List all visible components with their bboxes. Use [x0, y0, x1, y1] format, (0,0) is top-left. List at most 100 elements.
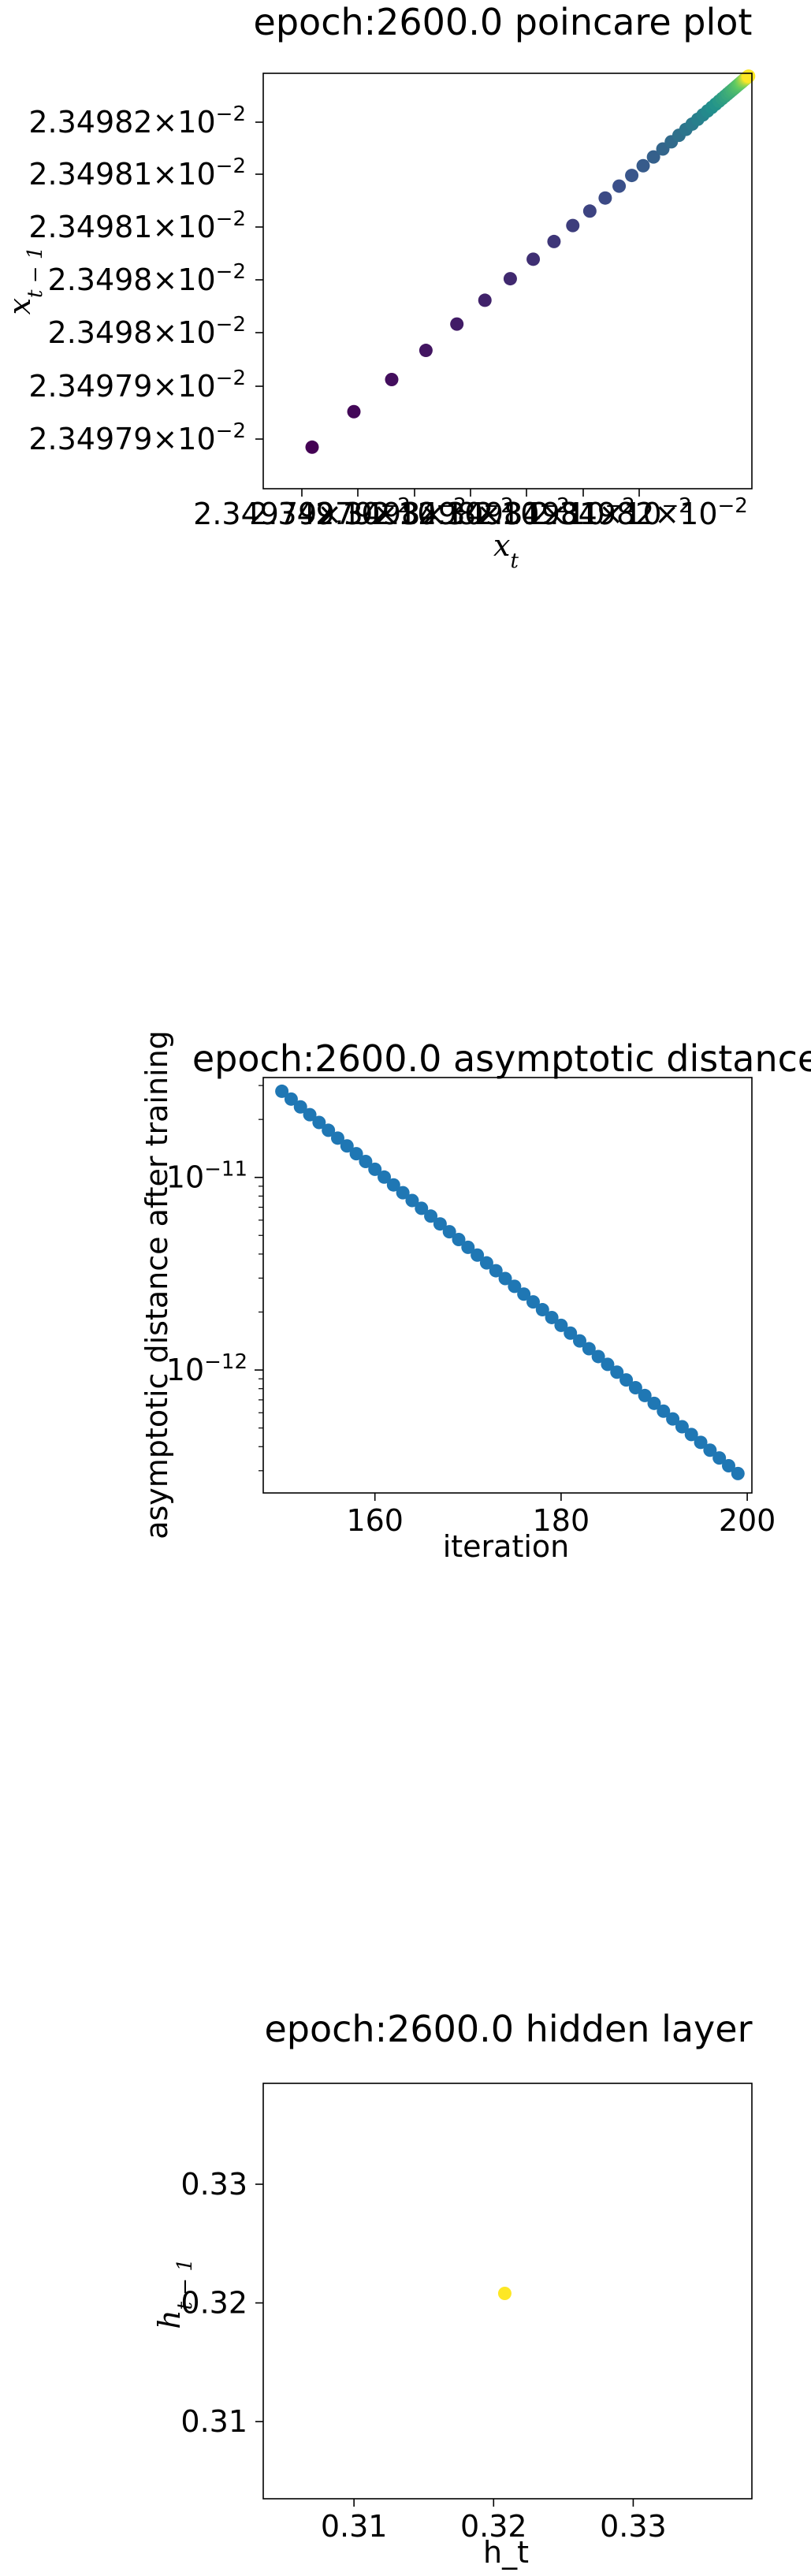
poincare-point	[503, 272, 517, 286]
poincare-point	[385, 372, 399, 386]
poincare-x-tick-label: 2.3498×10−2	[315, 494, 513, 531]
hidden-layer-x-label: h_t	[483, 2535, 529, 2570]
asymptotic-x-ticks: 160 180 200	[346, 1493, 776, 1538]
asymptotic-point	[628, 1381, 642, 1395]
poincare-x-tick-label: 2.34979×10−2	[193, 494, 411, 531]
asymptotic-point	[694, 1435, 708, 1450]
poincare-y-tick-label: 2.34982×10−2	[28, 102, 246, 140]
asymptotic-point	[340, 1139, 354, 1153]
poincare-point	[612, 179, 627, 193]
poincare-point	[526, 252, 541, 266]
asymptotic-point	[433, 1217, 447, 1231]
poincare-x-tick-label: 2.34981×10−2	[474, 494, 692, 531]
asymptotic-point	[647, 1396, 661, 1410]
asymptotic-point	[535, 1303, 549, 1317]
hidden-layer-y-ticks: 0.33 0.32 0.31	[180, 2167, 263, 2439]
asymptotic-point	[489, 1264, 503, 1278]
hidden-layer-x-tick-label: 0.33	[600, 2509, 667, 2544]
poincare-y-tick-label: 2.34981×10−2	[28, 154, 246, 192]
hidden-layer-y-tick-label: 0.33	[180, 2167, 247, 2202]
poincare-y-tick-label: 2.34981×10−2	[28, 207, 246, 244]
asymptotic-point	[378, 1170, 392, 1184]
asymptotic-points	[275, 1084, 745, 1480]
asymptotic-point	[386, 1178, 400, 1192]
poincare-point	[347, 404, 361, 419]
poincare-y-ticks: 2.34982×10−2 2.34981×10−2 2.34981×10−2 2.34…	[28, 102, 263, 456]
asymptotic-y-label: asymptotic distance after training	[140, 1030, 174, 1539]
asymptotic-point	[675, 1420, 689, 1434]
asymptotic-point	[284, 1092, 298, 1106]
hidden-layer-points	[497, 2287, 512, 2301]
poincare-chart: epoch:2600.0 poincare plot 2.34982×10−22…	[2, 1, 756, 573]
asymptotic-point	[517, 1287, 531, 1301]
asymptotic-point	[471, 1248, 485, 1262]
poincare-point	[636, 158, 650, 173]
asymptotic-point	[573, 1334, 587, 1348]
poincare-y-label: xt − 1	[2, 247, 47, 315]
asymptotic-point	[461, 1240, 475, 1254]
poincare-x-tick-label: 2.34981×10−2	[418, 494, 635, 531]
asymptotic-point	[731, 1466, 745, 1480]
asymptotic-y-tick-label: 10−11	[166, 1158, 247, 1195]
poincare-x-tick-label: 2.34979×10−2	[249, 494, 467, 531]
asymptotic-point	[405, 1193, 419, 1208]
hidden-layer-chart: epoch:2600.0 hidden layer 0.33 0.32 0.31 0…	[152, 2008, 753, 2570]
asymptotic-point	[303, 1107, 317, 1122]
asymptotic-point	[479, 1256, 493, 1270]
poincare-point	[566, 218, 580, 233]
asymptotic-point	[638, 1388, 652, 1402]
asymptotic-point	[582, 1342, 596, 1356]
asymptotic-point	[498, 1271, 512, 1286]
asymptotic-point	[508, 1279, 522, 1294]
asymptotic-point	[657, 1404, 671, 1418]
asymptotic-x-tick-label: 160	[346, 1503, 404, 1538]
asymptotic-title: epoch:2600.0 asymptotic distance	[192, 1037, 811, 1080]
asymptotic-point	[330, 1131, 344, 1145]
asymptotic-point	[721, 1459, 735, 1473]
asymptotic-point	[452, 1232, 466, 1246]
asymptotic-axes-frame	[262, 1077, 753, 1494]
hidden-layer-y-tick-label: 0.32	[180, 2286, 247, 2321]
hidden-layer-x-tick-label: 0.32	[460, 2509, 527, 2544]
asymptotic-x-tick-label: 200	[719, 1503, 776, 1538]
poincare-x-ticks: 2.34979×10−22.34979×10−22.3498×10−22.349…	[193, 489, 748, 531]
asymptotic-point	[312, 1115, 326, 1130]
asymptotic-point	[666, 1412, 680, 1426]
poincare-point	[419, 344, 433, 358]
poincare-y-tick-label: 2.34979×10−2	[28, 367, 246, 404]
poincare-point	[450, 317, 464, 331]
asymptotic-point	[610, 1365, 624, 1379]
hidden-layer-point	[497, 2287, 512, 2301]
poincare-y-tick-label: 2.3498×10−2	[48, 260, 246, 297]
poincare-point	[598, 191, 612, 205]
asymptotic-point	[322, 1123, 336, 1137]
poincare-y-tick-label: 2.3498×10−2	[48, 313, 246, 350]
asymptotic-point	[275, 1084, 289, 1098]
poincare-points	[305, 69, 756, 454]
hidden-layer-y-tick-label: 0.31	[180, 2404, 247, 2439]
poincare-x-tick-label: 2.3498×10−2	[371, 494, 569, 531]
asymptotic-point	[396, 1186, 410, 1200]
hidden-layer-title: epoch:2600.0 hidden layer	[265, 2008, 753, 2050]
asymptotic-point	[359, 1155, 373, 1169]
poincare-point	[305, 440, 319, 454]
asymptotic-point	[526, 1295, 540, 1309]
asymptotic-point	[703, 1443, 717, 1457]
poincare-title: epoch:2600.0 poincare plot	[254, 1, 753, 43]
poincare-x-label: xt	[493, 528, 519, 573]
hidden-layer-axes-frame	[262, 2083, 753, 2500]
asymptotic-point	[424, 1209, 438, 1223]
poincare-y-tick-label: 2.34979×10−2	[28, 419, 246, 456]
asymptotic-point	[368, 1162, 382, 1176]
asymptotic-point	[415, 1201, 429, 1215]
asymptotic-y-tick-label: 10−12	[166, 1350, 247, 1387]
poincare-point	[625, 169, 639, 183]
poincare-axes-frame	[262, 73, 753, 490]
asymptotic-point	[442, 1225, 456, 1239]
asymptotic-point	[545, 1310, 559, 1324]
hidden-layer-x-tick-label: 0.31	[321, 2509, 388, 2544]
poincare-point	[646, 150, 660, 164]
asymptotic-x-tick-label: 180	[533, 1503, 590, 1538]
hidden-layer-x-ticks: 0.31 0.32 0.33	[321, 2499, 667, 2544]
